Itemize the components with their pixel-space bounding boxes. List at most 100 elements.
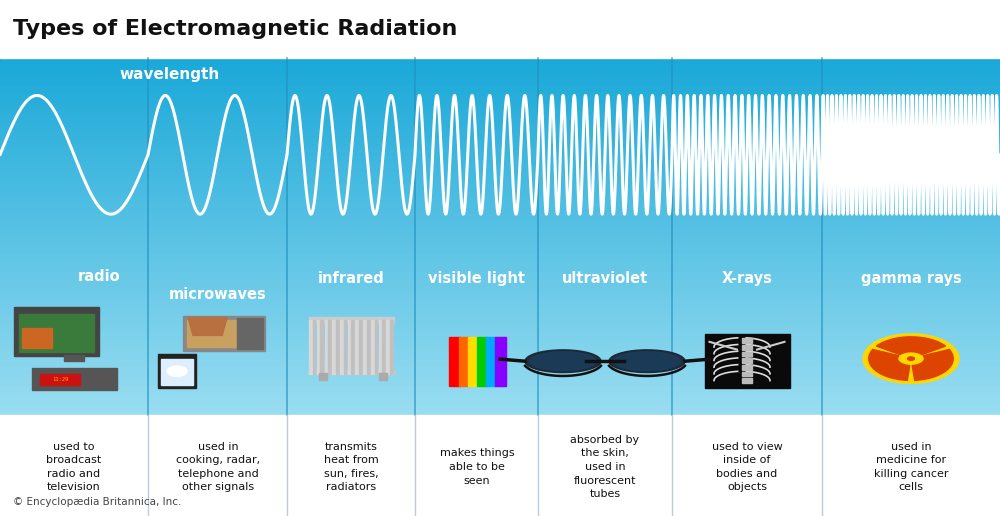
Bar xyxy=(0,474,1000,478)
Bar xyxy=(367,320,370,374)
Bar xyxy=(0,85,1000,88)
Bar xyxy=(336,320,339,374)
Bar xyxy=(742,338,752,343)
Text: used to view
inside of
bodies and
objects: used to view inside of bodies and object… xyxy=(712,442,782,492)
Bar xyxy=(0,146,1000,150)
Bar xyxy=(375,320,377,374)
Bar xyxy=(183,316,265,351)
Bar xyxy=(0,363,1000,367)
Bar xyxy=(0,321,1000,325)
Bar xyxy=(742,345,752,350)
Bar xyxy=(382,320,385,374)
Bar xyxy=(0,371,1000,375)
Bar xyxy=(0,96,1000,100)
Bar xyxy=(0,252,1000,256)
Bar xyxy=(320,320,323,374)
Bar xyxy=(309,320,312,374)
Bar xyxy=(0,283,1000,287)
Text: X-rays: X-rays xyxy=(722,271,772,286)
Bar xyxy=(459,337,469,386)
Bar xyxy=(0,314,1000,317)
Bar xyxy=(379,320,381,374)
Bar xyxy=(0,92,1000,96)
Bar xyxy=(0,481,1000,486)
Bar xyxy=(0,111,1000,115)
Bar xyxy=(0,271,1000,276)
Bar xyxy=(0,508,1000,512)
Bar xyxy=(0,287,1000,291)
Bar xyxy=(0,226,1000,230)
Bar xyxy=(0,131,1000,134)
Bar xyxy=(0,512,1000,516)
Bar xyxy=(0,66,1000,69)
Bar xyxy=(371,320,374,374)
Bar xyxy=(0,440,1000,443)
Bar xyxy=(0,256,1000,260)
Bar xyxy=(0,276,1000,279)
Bar xyxy=(0,333,1000,336)
Bar xyxy=(477,337,487,386)
Bar xyxy=(0,142,1000,146)
Polygon shape xyxy=(614,352,680,370)
Bar xyxy=(0,379,1000,382)
Polygon shape xyxy=(863,334,959,383)
Bar xyxy=(161,359,193,385)
Bar xyxy=(0,436,1000,440)
Bar xyxy=(355,320,358,374)
Polygon shape xyxy=(525,350,601,373)
Text: makes things
able to be
seen: makes things able to be seen xyxy=(440,448,514,486)
Bar xyxy=(318,373,326,380)
Bar xyxy=(0,478,1000,481)
Bar xyxy=(0,486,1000,489)
Bar xyxy=(0,126,1000,131)
Bar xyxy=(0,69,1000,73)
Bar xyxy=(32,368,117,390)
Bar xyxy=(0,279,1000,283)
Text: visible light: visible light xyxy=(428,271,526,286)
Bar xyxy=(19,314,94,352)
Bar xyxy=(0,317,1000,321)
Bar xyxy=(0,191,1000,195)
Bar xyxy=(0,352,1000,356)
Bar xyxy=(0,298,1000,302)
Bar xyxy=(22,328,52,348)
Bar xyxy=(0,211,1000,214)
Bar xyxy=(64,355,84,361)
Text: used in
cooking, radar,
telephone and
other signals: used in cooking, radar, telephone and ot… xyxy=(176,442,260,492)
Bar xyxy=(344,320,346,374)
Bar xyxy=(0,432,1000,436)
Polygon shape xyxy=(869,349,910,380)
Bar xyxy=(0,169,1000,172)
Text: © Encyclopædia Britannica, Inc.: © Encyclopædia Britannica, Inc. xyxy=(13,497,181,507)
Bar xyxy=(0,199,1000,203)
Bar xyxy=(0,382,1000,386)
Bar xyxy=(308,370,394,374)
Bar xyxy=(0,466,1000,470)
Bar xyxy=(449,337,460,386)
Bar xyxy=(0,329,1000,333)
Text: infrared: infrared xyxy=(318,271,384,286)
Text: gamma rays: gamma rays xyxy=(861,271,961,286)
Bar xyxy=(0,157,1000,161)
Bar xyxy=(0,180,1000,184)
Bar xyxy=(0,501,1000,505)
Text: microwaves: microwaves xyxy=(169,286,267,302)
Bar xyxy=(158,354,196,388)
Bar xyxy=(0,115,1000,119)
Bar xyxy=(0,409,1000,413)
Bar xyxy=(0,268,1000,271)
Bar xyxy=(313,320,315,374)
Bar xyxy=(0,58,1000,61)
Bar xyxy=(0,398,1000,401)
Text: transmits
heat from
sun, fires,
radiators: transmits heat from sun, fires, radiator… xyxy=(324,442,378,492)
Bar xyxy=(0,356,1000,360)
Bar xyxy=(468,337,478,386)
Polygon shape xyxy=(901,353,921,364)
Bar xyxy=(0,260,1000,264)
Text: radio: radio xyxy=(78,268,120,284)
Polygon shape xyxy=(530,352,596,370)
Bar xyxy=(742,379,752,383)
Bar xyxy=(237,318,263,349)
Bar xyxy=(0,489,1000,493)
Bar xyxy=(40,374,80,385)
